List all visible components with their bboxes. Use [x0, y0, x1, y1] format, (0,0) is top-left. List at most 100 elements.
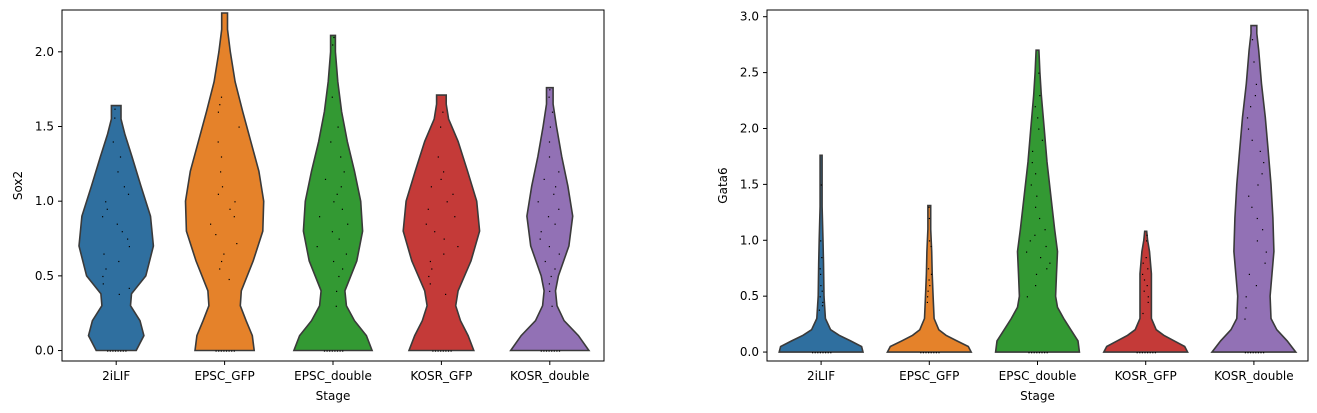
data-point-gata6-epsc-gfp	[928, 352, 930, 354]
y-tick-label-sox2: 0.0	[35, 344, 54, 358]
data-point-gata6-2ilif	[819, 296, 821, 298]
data-point-sox2-epsc-gfp	[233, 350, 235, 352]
data-point-gata6-2ilif	[827, 352, 829, 354]
data-point-gata6-epsc-double	[1037, 117, 1039, 119]
data-point-sox2-kosr-double	[548, 96, 550, 98]
data-point-sox2-kosr-double	[553, 350, 555, 352]
data-point-gata6-kosr-double	[1245, 307, 1247, 309]
data-point-gata6-kosr-double	[1262, 229, 1264, 231]
data-point-gata6-kosr-double	[1251, 39, 1254, 41]
data-point-sox2-kosr-double	[547, 216, 550, 218]
data-point-gata6-epsc-double	[1030, 184, 1032, 186]
data-point-gata6-kosr-double	[1245, 296, 1247, 298]
data-point-sox2-epsc-double	[340, 156, 342, 158]
data-point-sox2-epsc-gfp	[215, 350, 217, 352]
data-point-sox2-2ilif	[119, 156, 122, 158]
data-point-sox2-2ilif	[121, 231, 123, 233]
y-tick-label-gata6: 2.0	[740, 121, 759, 135]
data-point-gata6-epsc-double	[1034, 106, 1036, 108]
data-point-gata6-2ilif	[819, 352, 821, 354]
x-tick-label-2ilif: 2iLIF	[102, 369, 130, 383]
data-point-gata6-epsc-double	[1049, 262, 1051, 264]
data-point-gata6-epsc-gfp	[927, 296, 929, 298]
data-point-gata6-epsc-double	[1040, 257, 1042, 259]
data-point-sox2-epsc-gfp	[221, 260, 223, 263]
data-point-sox2-kosr-gfp	[428, 275, 430, 278]
data-point-sox2-epsc-double	[331, 231, 333, 233]
data-point-gata6-kosr-gfp	[1143, 279, 1146, 281]
data-point-sox2-2ilif	[112, 350, 114, 352]
data-point-gata6-kosr-double	[1247, 352, 1249, 354]
data-point-gata6-kosr-double	[1253, 61, 1255, 63]
data-point-gata6-2ilif	[822, 301, 824, 303]
data-point-gata6-kosr-double	[1255, 83, 1257, 85]
data-point-gata6-epsc-gfp	[928, 217, 930, 220]
data-point-gata6-kosr-gfp	[1142, 262, 1144, 264]
data-point-sox2-epsc-double	[347, 223, 349, 225]
data-point-sox2-epsc-double	[323, 350, 326, 352]
data-point-gata6-epsc-gfp	[926, 301, 928, 303]
gata6-violin-panel: 0.0 0.5 1.0 1.5 2.0 2.5 3.0 2iLIF EPSC_GFP EPSC_d…	[716, 9, 1309, 403]
x-axis-label-sox2: Stage	[316, 389, 351, 403]
data-point-gata6-epsc-double	[1035, 173, 1037, 175]
data-point-gata6-kosr-gfp	[1136, 352, 1138, 354]
data-point-gata6-kosr-gfp	[1142, 273, 1144, 275]
data-point-gata6-epsc-double	[1031, 162, 1033, 164]
data-point-sox2-epsc-gfp	[217, 193, 219, 195]
data-point-sox2-epsc-double	[337, 126, 339, 128]
data-point-sox2-2ilif	[114, 117, 116, 119]
data-point-sox2-epsc-gfp	[215, 234, 217, 236]
data-point-gata6-2ilif	[820, 240, 822, 242]
data-point-gata6-2ilif	[821, 305, 824, 307]
data-point-sox2-2ilif	[107, 350, 109, 352]
data-point-gata6-kosr-double	[1251, 139, 1253, 141]
data-point-sox2-kosr-double	[540, 350, 542, 352]
data-point-sox2-epsc-double	[345, 253, 347, 255]
data-point-sox2-epsc-double	[331, 96, 333, 98]
data-point-gata6-epsc-double	[1029, 240, 1031, 242]
data-point-sox2-epsc-gfp	[231, 350, 233, 352]
x-tick-label-kosr-gfp: KOSR_GFP	[1115, 369, 1177, 383]
data-point-gata6-kosr-double	[1248, 273, 1250, 275]
y-tick-label-sox2: 2.0	[35, 45, 54, 59]
data-point-sox2-kosr-double	[548, 283, 550, 285]
data-point-sox2-kosr-double	[551, 305, 553, 307]
data-point-sox2-kosr-double	[548, 156, 551, 158]
data-point-sox2-kosr-gfp	[437, 350, 439, 352]
data-point-sox2-kosr-gfp	[445, 293, 447, 295]
data-point-gata6-epsc-double	[1033, 352, 1035, 354]
x-tick-label-2ilif: 2iLIF	[807, 369, 835, 383]
data-point-gata6-epsc-double	[1039, 217, 1041, 220]
data-point-gata6-kosr-double	[1265, 251, 1267, 253]
data-point-gata6-kosr-gfp	[1142, 312, 1144, 315]
data-point-gata6-2ilif	[822, 352, 824, 354]
data-point-sox2-epsc-double	[332, 44, 334, 46]
data-point-gata6-epsc-double	[1038, 352, 1040, 354]
data-point-gata6-kosr-gfp	[1146, 285, 1148, 287]
data-point-sox2-kosr-gfp	[437, 156, 439, 158]
data-point-sox2-2ilif	[106, 208, 108, 210]
data-point-sox2-epsc-double	[338, 275, 340, 278]
y-tick-label-gata6: 0.0	[740, 345, 759, 359]
y-tick-label-gata6: 1.0	[740, 233, 759, 247]
y-tick-label-sox2: 1.5	[35, 120, 54, 134]
data-point-sox2-2ilif	[120, 350, 122, 352]
data-point-sox2-kosr-gfp	[425, 223, 427, 225]
data-point-gata6-2ilif	[812, 352, 814, 354]
data-point-gata6-2ilif	[825, 352, 827, 354]
data-point-sox2-kosr-gfp	[429, 283, 431, 285]
data-point-sox2-kosr-double	[554, 223, 556, 225]
data-point-gata6-epsc-double	[1046, 352, 1048, 354]
y-tick-label-sox2: 0.5	[35, 269, 54, 283]
data-point-sox2-2ilif	[102, 275, 104, 278]
x-tick-label-epsc-double: EPSC_double	[999, 369, 1077, 383]
data-point-gata6-epsc-double	[1039, 95, 1041, 97]
violin-sox2-kosr-double	[509, 86, 591, 352]
data-point-sox2-epsc-gfp	[229, 208, 231, 210]
data-point-sox2-epsc-double	[331, 350, 333, 352]
data-point-gata6-2ilif	[819, 268, 821, 270]
data-point-sox2-kosr-double	[554, 268, 556, 270]
data-point-sox2-epsc-double	[338, 238, 340, 240]
data-point-gata6-kosr-double	[1250, 352, 1252, 354]
